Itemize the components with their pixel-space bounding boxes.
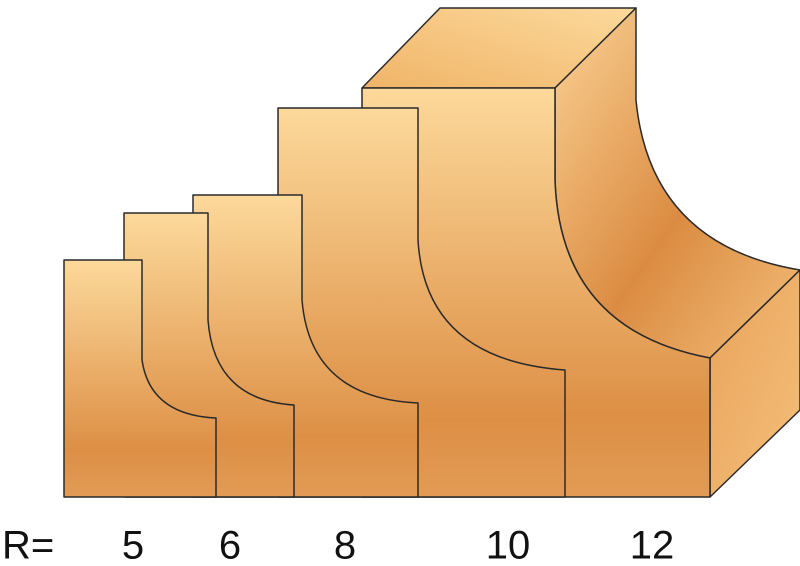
radius-value: 5 bbox=[122, 524, 144, 566]
radius-value: 6 bbox=[219, 524, 241, 566]
radius-value: 10 bbox=[486, 524, 531, 566]
radius-value: 12 bbox=[630, 524, 675, 566]
profile-5 bbox=[63, 259, 217, 498]
radius-label: R= bbox=[2, 524, 54, 566]
radius-value: 8 bbox=[334, 524, 356, 566]
